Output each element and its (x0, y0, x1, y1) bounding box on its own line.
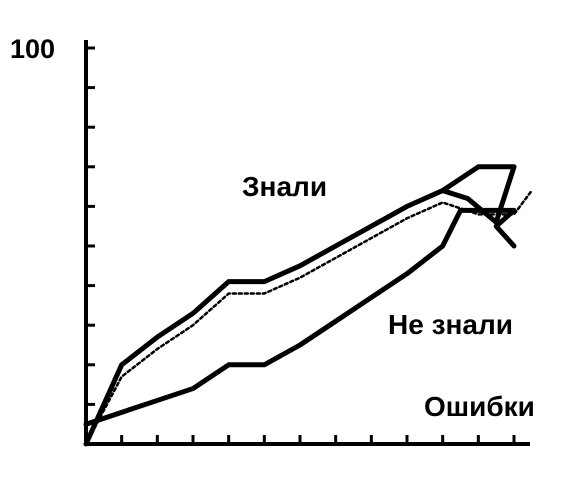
y-ticks (86, 46, 95, 406)
series-line-3 (84, 189, 534, 446)
series-line-1 (83, 164, 517, 447)
series-layer (83, 164, 534, 447)
y-tick-label-100: 100 (10, 34, 55, 64)
axes (84, 40, 530, 446)
annotation-oshibki: Ошибки (424, 391, 535, 422)
annotation-znali: Знали (242, 171, 327, 202)
x-ticks (120, 435, 516, 444)
series-line-2 (83, 207, 517, 427)
annotation-ne-znali: Не знали (388, 309, 513, 340)
